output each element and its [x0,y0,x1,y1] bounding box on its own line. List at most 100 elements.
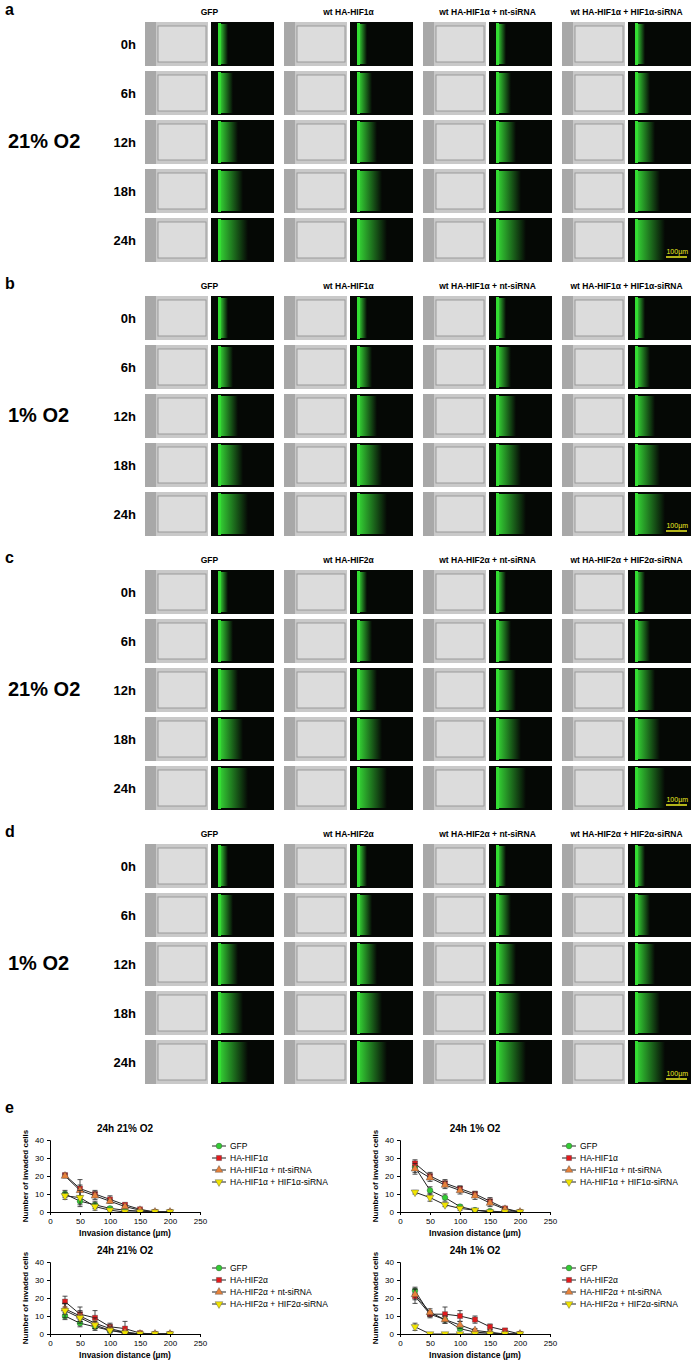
image-background [489,443,552,487]
y-axis-line [47,1263,51,1335]
x-axis: 050100150200250 [48,1212,207,1226]
x-tick: 100 [454,1334,468,1348]
channel-edge [284,345,295,389]
channel-edge [562,844,573,888]
image-background [145,218,208,262]
fluorescence-image [628,717,691,761]
row-label: 24h [114,781,136,796]
image-background [145,71,208,115]
x-tick-mark [200,1212,201,1215]
row-label: 18h [114,458,136,473]
image-background [562,492,625,536]
fluorescence-image [628,619,691,663]
channel-edge [145,844,156,888]
image-background [562,668,625,712]
channel [158,672,206,708]
legend-marker [565,1166,573,1173]
image-panel: c21% O20h6h12h18h24hGFPwt HA-HIF2αwt HA-… [5,549,691,810]
cell-front [357,718,360,760]
legend-label: HA-HIF1α + nt-siRNA [230,1165,312,1175]
column-header: wt HA-HIF2α + nt-siRNA [438,555,536,565]
channel-edge [562,1040,573,1084]
x-tick-mark [490,1212,491,1215]
legend-label: GFP [230,1263,248,1273]
channel [436,672,484,708]
x-tick-mark [80,1212,81,1215]
image-background [423,1040,486,1084]
error-bar-cap [413,1323,418,1324]
image-background [211,942,274,986]
image-background [145,394,208,438]
legend-marker [215,1180,223,1187]
fluorescence-image [211,492,274,536]
error-bar-cap [93,1321,98,1322]
cell-front-glow [498,846,506,886]
fluorescence-image [489,492,552,536]
channel-edge [145,71,156,115]
channel [297,897,345,933]
x-tick: 0 [48,1334,53,1348]
data-point [411,1190,419,1197]
data-point [426,1332,434,1334]
image-background [350,492,413,536]
channel [158,173,206,209]
data-point [456,1186,464,1193]
fluorescence-image [628,942,691,986]
cell-front-glow [637,1042,665,1082]
y-tick-label: 40 [35,1258,44,1267]
image-background [350,991,413,1035]
data-point [411,1164,419,1171]
x-tick-label: 150 [484,1217,498,1226]
image-background [284,218,347,262]
brightfield-image [284,991,347,1035]
fluorescence-image [211,345,274,389]
fluorescence-image [350,893,413,937]
channel [436,300,484,336]
brightfield-image [145,668,208,712]
data-point [457,1313,462,1318]
data-point [61,1308,69,1315]
x-tick: 0 [398,1334,403,1348]
channel [436,897,484,933]
data-point [516,1332,524,1334]
y-tick-label: 10 [35,1312,44,1321]
cell-front-glow [220,895,233,935]
fluorescence-image [211,394,274,438]
image-panel: a21% O20h6h12h18h24hGFPwt HA-HIF1αwt HA-… [5,1,691,262]
legend-entry: HA-HIF2α + HIF2α-siRNA [562,1299,678,1309]
brightfield-image [562,991,625,1035]
channel [158,300,206,336]
brightfield-image [562,570,625,614]
column-header: wt HA-HIF2α + HIF2α-siRNA [569,555,682,565]
chart: 24h 1% O2050100150200250010203040Invasio… [371,1123,678,1238]
x-tick-mark [550,1334,551,1337]
cell-front-glow [359,719,382,759]
brightfield-image [423,492,486,536]
cell-front-glow [637,895,650,935]
y-tick-label: 20 [385,1294,394,1303]
scale-bar [666,1078,687,1080]
channel-edge [562,394,573,438]
y-tick-mark [397,1262,400,1263]
image-background [423,296,486,340]
channel [158,1044,206,1080]
cell-front-glow [359,572,367,612]
x-tick-mark [490,1334,491,1337]
x-axis: 050100150200250 [398,1334,557,1348]
y-tick-mark [397,1140,400,1141]
image-background [350,218,413,262]
fluorescence-image [628,991,691,1035]
channel [575,946,623,982]
channel [436,946,484,982]
y-tick-label: 10 [385,1312,394,1321]
cell-front [218,894,221,936]
channel [575,574,623,610]
channel-edge [284,169,295,213]
cell-front [496,72,499,114]
channel-edge [284,844,295,888]
error-bar-cap [78,1312,83,1313]
image-background [284,570,347,614]
channel-edge [145,120,156,164]
channel [297,946,345,982]
channel-edge [145,218,156,262]
